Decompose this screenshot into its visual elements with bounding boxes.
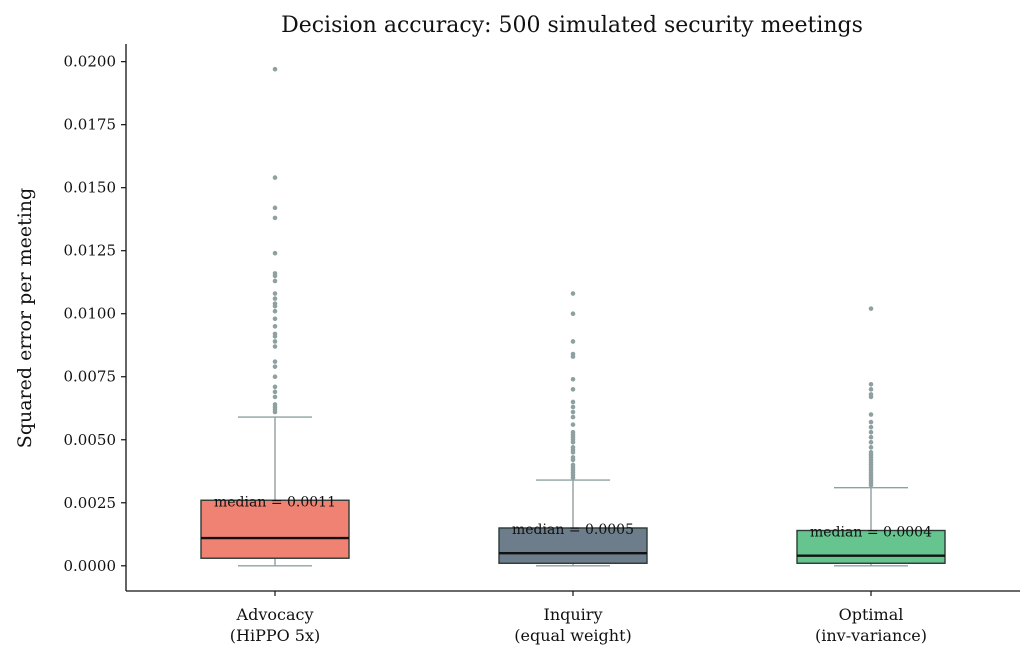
outlier-point <box>570 387 576 392</box>
outlier-point <box>272 205 278 211</box>
outlier-point <box>272 389 278 395</box>
outlier-point <box>272 250 278 256</box>
outlier-point <box>570 422 576 427</box>
outlier-point <box>272 175 278 180</box>
outlier-point <box>868 387 874 392</box>
y-tick-label: 0.0050 <box>64 431 117 449</box>
outlier-point <box>272 278 278 284</box>
outlier-point <box>272 364 278 369</box>
x-tick-label: Advocacy <box>236 605 314 624</box>
y-tick-label: 0.0100 <box>64 305 117 323</box>
box-iqr <box>796 529 946 564</box>
y-tick-label: 0.0075 <box>64 368 117 386</box>
outlier-point <box>570 376 576 382</box>
median-annotation: median = 0.0005 <box>512 522 634 538</box>
outlier-point <box>570 414 576 420</box>
y-tick-label: 0.0125 <box>64 242 117 260</box>
outlier-point <box>868 445 874 450</box>
box-iqr <box>498 527 648 564</box>
outlier-point <box>272 374 278 380</box>
outlier-point <box>868 306 874 311</box>
outlier-point <box>570 311 576 317</box>
outlier-point <box>868 394 874 400</box>
outlier-point <box>570 399 576 405</box>
outlier-point <box>570 457 576 463</box>
outlier-point <box>272 394 278 400</box>
outlier-point <box>272 339 278 344</box>
x-tick-label-sub: (equal weight) <box>514 626 632 645</box>
outlier-point <box>868 439 874 445</box>
outlier-point <box>272 324 278 329</box>
outlier-point <box>272 316 278 322</box>
x-tick-label-sub: (inv-variance) <box>815 626 927 645</box>
box-iqr <box>200 499 350 559</box>
outlier-point <box>570 439 576 445</box>
y-tick-label: 0.0150 <box>64 179 117 197</box>
outlier-point <box>570 475 576 480</box>
y-tick-label: 0.0200 <box>64 53 117 71</box>
outlier-point <box>272 359 278 364</box>
chart-title: Decision accuracy: 500 simulated securit… <box>281 13 863 38</box>
outlier-point <box>272 409 278 415</box>
x-tick-label: Optimal <box>839 605 904 624</box>
outlier-point <box>272 384 278 390</box>
outlier-point <box>570 404 576 410</box>
outlier-point <box>272 215 278 221</box>
outlier-point <box>272 334 278 339</box>
outlier-point <box>570 339 576 344</box>
outlier-point <box>868 434 874 440</box>
x-tick-label: Inquiry <box>544 605 603 624</box>
outlier-point <box>868 419 874 425</box>
outlier-point <box>570 450 576 455</box>
outlier-point <box>272 303 278 309</box>
outlier-point <box>272 291 278 296</box>
plot-area: 0.0000 0.0025 0.0050 0.0075 0.0100 0.0125 0.01… <box>64 44 1020 645</box>
outlier-point <box>570 291 576 296</box>
x-tick-label-sub: (HiPPO 5x) <box>230 626 321 645</box>
outlier-point <box>570 409 576 415</box>
outlier-point <box>868 482 874 488</box>
y-tick-label: 0.0000 <box>64 557 117 575</box>
outlier-point <box>272 308 278 314</box>
median-annotation: median = 0.0004 <box>810 525 932 541</box>
outlier-point <box>272 66 278 72</box>
outlier-point <box>272 296 278 301</box>
outlier-point <box>570 354 576 359</box>
y-tick-label: 0.0025 <box>64 494 117 512</box>
outlier-point <box>868 429 874 435</box>
outlier-point <box>272 344 278 349</box>
outlier-point <box>272 273 278 279</box>
outlier-point <box>868 412 874 417</box>
y-tick-label: 0.0175 <box>64 116 117 134</box>
outlier-point <box>868 424 874 430</box>
y-axis-label: Squared error per meeting <box>14 188 36 448</box>
median-annotation: median = 0.0011 <box>214 494 336 510</box>
outlier-point <box>868 381 874 387</box>
